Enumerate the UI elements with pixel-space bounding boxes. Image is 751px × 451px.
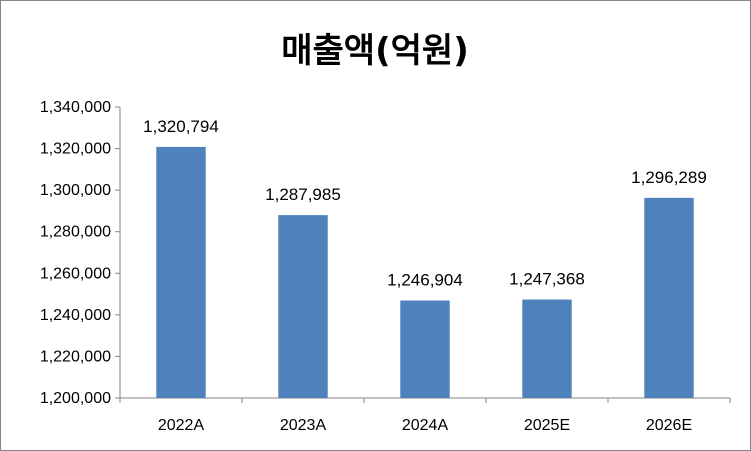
y-tick-label: 1,240,000 [40,307,111,324]
x-tick-label: 2026E [646,417,692,434]
data-label: 1,320,794 [143,117,219,136]
x-axis: 2022A 2023A 2024A 2025E 2026E [119,397,731,434]
bar-2026E [644,197,694,398]
bars [156,146,694,398]
data-label: 1,246,904 [387,271,463,290]
y-tick-label: 1,280,000 [40,224,111,241]
y-tick-label: 1,300,000 [40,182,111,199]
y-axis: 1,200,000 1,220,000 1,240,000 1,260,000 1,28… [40,99,121,407]
x-tick-label: 2023A [280,417,327,434]
y-tick-label: 1,220,000 [40,348,111,365]
chart-title: 매출액(억원) [281,31,468,71]
y-tick-label: 1,200,000 [40,390,111,407]
bar-2023A [278,215,328,398]
bar-2022A [156,146,206,398]
data-labels: 1,320,794 1,287,985 1,246,904 1,247,368 1,29… [143,117,707,290]
x-tick-label: 2024A [402,417,449,434]
x-tick-label: 2025E [524,417,570,434]
data-label: 1,287,985 [265,185,341,204]
bar-2025E [522,299,572,398]
y-tick-label: 1,260,000 [40,265,111,282]
x-tick-label: 2022A [158,417,205,434]
bar-2024A [400,300,450,398]
data-label: 1,296,289 [631,168,707,187]
y-tick-label: 1,340,000 [40,99,111,116]
data-label: 1,247,368 [509,270,585,289]
y-tick-label: 1,320,000 [40,141,111,158]
